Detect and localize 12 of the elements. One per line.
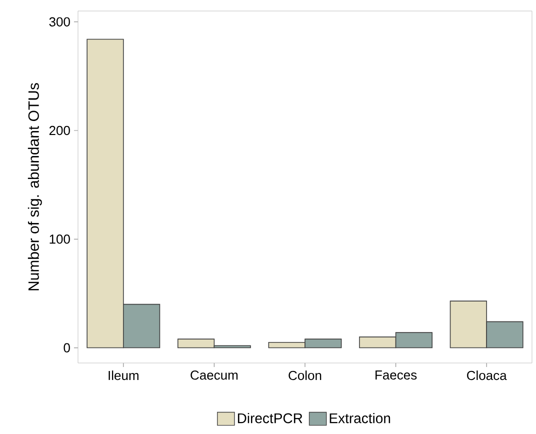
x-tick-label: Cloaca [467,370,507,380]
legend-label: DirectPCR [238,412,302,424]
y-tick-label: 100 [50,234,70,244]
y-tick-label: 300 [49,17,70,26]
x-tick-label: Faeces [376,370,417,380]
y-tick-label: 200 [49,126,70,136]
legend-label: Extraction [330,412,390,424]
x-tick-label: Colon [288,370,322,380]
x-tick-label: Caecum [190,370,238,380]
y-tick-label: 0 [64,343,70,352]
x-tick-label: Ileum [108,370,138,380]
y-axis-title: Number of sig. abundant OTUs [28,83,42,290]
